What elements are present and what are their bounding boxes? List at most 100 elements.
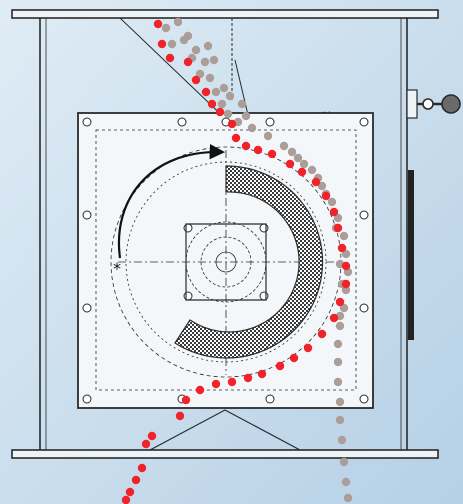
gray-particle xyxy=(339,231,349,241)
bolt-hole xyxy=(265,394,275,404)
bolt-hole xyxy=(82,210,92,220)
red-particle xyxy=(137,463,147,473)
gray-particle xyxy=(337,435,347,445)
bolt-hole xyxy=(183,291,193,301)
gray-particle xyxy=(287,147,297,157)
red-particle xyxy=(257,369,267,379)
inlet-chute-right-diag xyxy=(234,59,249,116)
red-particle xyxy=(191,75,201,85)
bolt-hole xyxy=(259,291,269,301)
red-particle xyxy=(207,99,217,109)
rotor-housing-plate xyxy=(77,112,374,409)
gray-particle xyxy=(317,181,327,191)
gray-particle xyxy=(217,99,227,109)
bolt-hole xyxy=(259,223,269,233)
gray-particle xyxy=(307,165,317,175)
plate-inner-dashed xyxy=(95,129,357,391)
gray-particle xyxy=(225,91,235,101)
red-particle xyxy=(157,39,167,49)
red-particle xyxy=(329,207,339,217)
red-particle xyxy=(211,379,221,389)
gray-particle xyxy=(219,83,229,93)
gray-particle xyxy=(341,477,351,487)
bolt-hole xyxy=(359,394,369,404)
gray-particle xyxy=(339,303,349,313)
gray-particle xyxy=(293,153,303,163)
gray-particle xyxy=(335,415,345,425)
red-particle xyxy=(153,19,163,29)
red-particle xyxy=(165,53,175,63)
bolt-hole xyxy=(359,117,369,127)
asterisk-icon: * xyxy=(113,259,121,278)
bolt-hole xyxy=(359,210,369,220)
red-particle xyxy=(121,495,131,504)
gray-particle xyxy=(183,31,193,41)
red-particle xyxy=(253,145,263,155)
red-particle xyxy=(227,119,237,129)
red-particle xyxy=(195,385,205,395)
outlet-hopper xyxy=(149,409,301,451)
red-particle xyxy=(333,223,343,233)
handle-knob-icon xyxy=(441,94,461,114)
red-particle xyxy=(241,141,251,151)
bolt-hole xyxy=(82,303,92,313)
gray-particle xyxy=(343,493,353,503)
gray-particle xyxy=(191,45,201,55)
bolt-hole xyxy=(82,117,92,127)
red-particle xyxy=(201,87,211,97)
red-particle xyxy=(341,261,351,271)
top-flange xyxy=(11,9,439,19)
bolt-hole xyxy=(82,394,92,404)
bolt-hole xyxy=(177,117,187,127)
gray-particle xyxy=(333,377,343,387)
red-particle xyxy=(141,439,151,449)
red-particle xyxy=(243,373,253,383)
hub-square xyxy=(185,223,267,301)
red-particle xyxy=(215,107,225,117)
red-particle xyxy=(285,159,295,169)
gray-particle xyxy=(299,159,309,169)
red-particle xyxy=(297,167,307,177)
red-particle xyxy=(231,133,241,143)
red-particle xyxy=(335,297,345,307)
red-particle xyxy=(317,329,327,339)
red-particle xyxy=(131,475,141,485)
red-particle xyxy=(147,431,157,441)
red-particle xyxy=(181,395,191,405)
bolt-hole xyxy=(265,117,275,127)
gray-particle xyxy=(333,339,343,349)
handle-knob-inner xyxy=(422,98,434,110)
red-particle xyxy=(341,279,351,289)
red-particle xyxy=(227,377,237,387)
gray-particle xyxy=(279,141,289,151)
red-particle xyxy=(183,57,193,67)
gray-particle xyxy=(200,57,210,67)
bolt-hole xyxy=(359,303,369,313)
gray-particle xyxy=(333,357,343,367)
gray-particle xyxy=(237,99,247,109)
gray-particle xyxy=(211,87,221,97)
gray-particle xyxy=(341,249,351,259)
side-plate xyxy=(408,170,414,340)
gray-particle xyxy=(327,197,337,207)
gray-particle xyxy=(247,123,257,133)
gray-particle xyxy=(333,213,343,223)
gray-particle xyxy=(195,69,205,79)
red-particle xyxy=(289,353,299,363)
red-particle xyxy=(321,191,331,201)
red-particle xyxy=(267,149,277,159)
gray-particle xyxy=(241,111,251,121)
curved-arrow-icon xyxy=(117,143,226,259)
gray-particle xyxy=(335,397,345,407)
bottom-flange xyxy=(11,449,439,459)
red-particle xyxy=(329,313,339,323)
red-particle xyxy=(175,411,185,421)
gray-particle xyxy=(339,457,349,467)
gray-particle xyxy=(223,109,233,119)
gray-particle xyxy=(335,321,345,331)
gray-particle xyxy=(203,41,213,51)
red-particle xyxy=(275,361,285,371)
gray-particle xyxy=(341,285,351,295)
